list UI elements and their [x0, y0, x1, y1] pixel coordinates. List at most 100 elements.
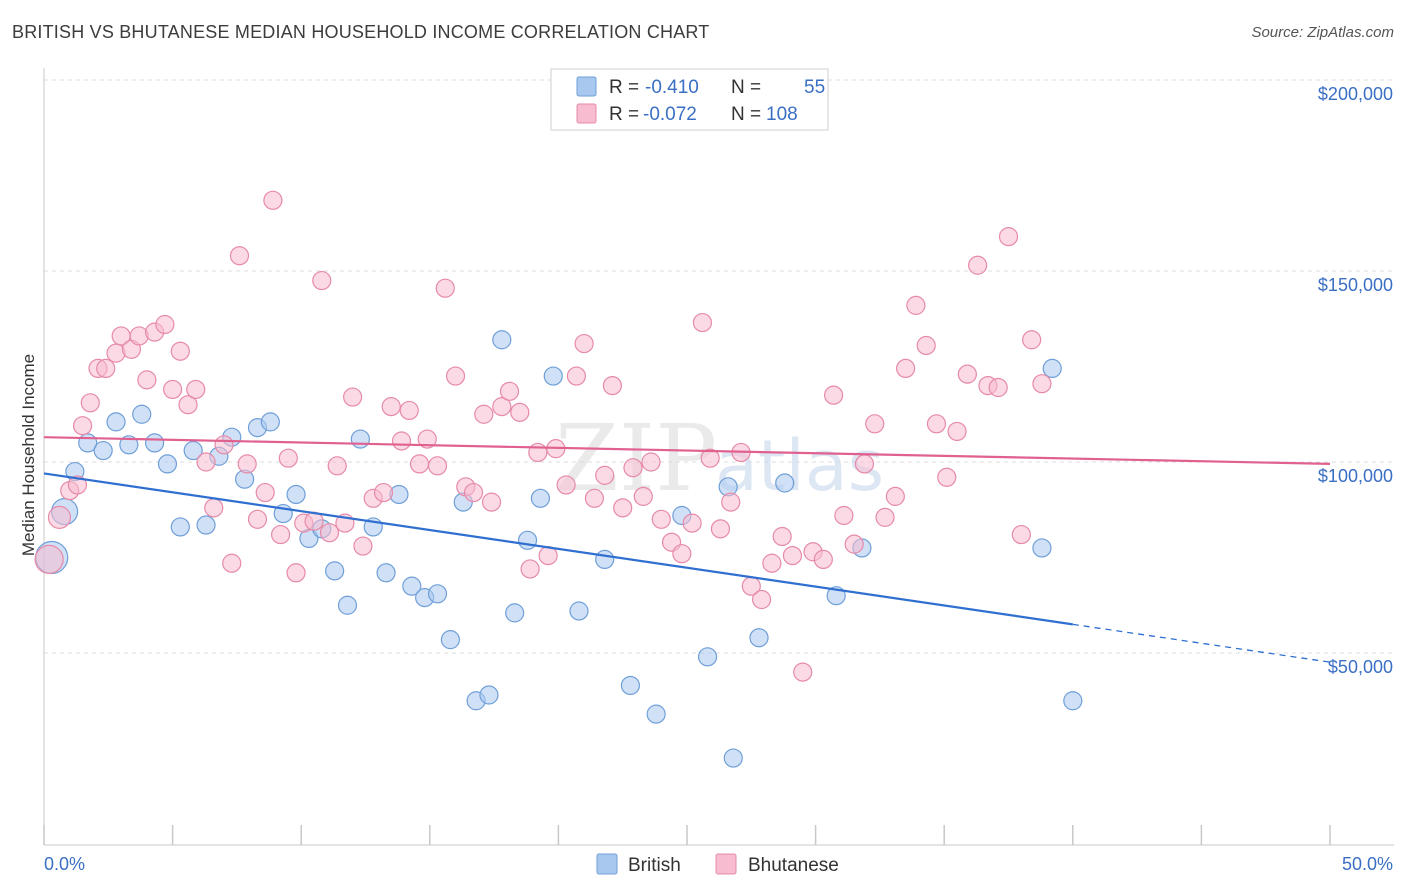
bhutanese-point: [255, 482, 275, 503]
bhutanese-point: [481, 492, 502, 512]
bhutanese-point: [271, 524, 291, 545]
bhutanese-point: [528, 442, 548, 463]
correlation-legend: R = -0.410 N = 55 R = -0.072 N = 108: [550, 68, 829, 131]
bhutanese-point: [463, 482, 484, 503]
legend-r-value-bhutanese: -0.072: [643, 104, 697, 125]
british-point: [440, 630, 460, 650]
bhutanese-point: [854, 454, 875, 474]
british-point: [132, 404, 152, 424]
british-point: [543, 366, 563, 386]
y-tick-label-1: $100,000: [1318, 466, 1393, 486]
british-point: [620, 675, 641, 696]
legend-n-label-bhutanese: N =: [731, 104, 761, 125]
legend-n-label-british: N =: [731, 77, 761, 98]
bhutanese-point: [916, 335, 936, 356]
british-point: [144, 433, 165, 453]
british-point: [170, 517, 190, 537]
british-point: [402, 576, 422, 596]
bhutanese-point: [885, 486, 905, 506]
legend-label-british: British: [628, 855, 681, 876]
british-point: [337, 595, 358, 615]
legend-n-value-bhutanese: 108: [766, 104, 798, 125]
british-point: [196, 515, 216, 535]
bhutanese-point: [214, 435, 234, 455]
bhutanese-point: [926, 414, 947, 434]
british-point: [325, 561, 345, 581]
legend-swatch-bhutanese-bottom: [715, 853, 737, 875]
british-point: [749, 628, 769, 648]
bhutanese-point: [409, 454, 430, 474]
bhutanese-point: [700, 448, 720, 468]
bhutanese-point: [721, 492, 741, 512]
bhutanese-point: [47, 505, 72, 529]
bhutanese-point: [865, 414, 885, 434]
y-tick-label-0: $50,000: [1328, 657, 1393, 677]
bhutanese-point: [286, 563, 306, 583]
bhutanese-point: [427, 456, 448, 476]
y-axis-label: Median Household Income: [19, 354, 38, 556]
bhutanese-point: [353, 536, 373, 556]
bhutanese-point: [844, 534, 864, 554]
british-point: [595, 549, 615, 570]
british-point: [505, 603, 525, 623]
bhutanese-point: [263, 190, 283, 210]
y-tick-label-3: $200,000: [1318, 84, 1393, 104]
bhutanese-point: [633, 486, 653, 506]
axes: [43, 68, 1394, 846]
british-point: [183, 440, 203, 461]
bhutanese-point: [772, 526, 792, 547]
bhutanese-point: [391, 431, 412, 451]
british-point: [723, 748, 743, 768]
trend-lines: [43, 436, 1331, 663]
legend-r-label-british: R =: [609, 77, 639, 98]
british-point: [260, 412, 280, 432]
bhutanese-trend-line: [43, 436, 1331, 466]
bhutanese-point: [957, 364, 977, 384]
bhutanese-point: [72, 416, 93, 436]
legend-n-value-british: 55: [804, 77, 825, 98]
british-point: [775, 473, 795, 493]
british-point: [569, 601, 589, 621]
british-point: [479, 685, 499, 705]
y-tick-label-2: $150,000: [1318, 275, 1393, 295]
bhutanese-point: [566, 366, 587, 386]
bhutanese-point: [896, 358, 916, 379]
bhutanese-point: [651, 509, 671, 529]
british-point: [517, 530, 538, 550]
bhutanese-point: [381, 397, 401, 417]
bhutanese-point: [602, 376, 623, 396]
bhutanese-point: [247, 509, 268, 529]
british-point: [1032, 538, 1052, 558]
bhutanese-point: [556, 475, 576, 495]
grid-lines: [44, 79, 1394, 654]
bhutanese-point: [968, 255, 988, 275]
british-point: [350, 429, 370, 449]
bhutanese-point: [875, 507, 895, 527]
bhutanese-point: [834, 505, 854, 526]
bhutanese-point: [595, 465, 615, 485]
bhutanese-point: [178, 395, 198, 415]
chart-title: BRITISH VS BHUTANESE MEDIAN HOUSEHOLD IN…: [12, 22, 710, 42]
british-point: [93, 440, 113, 461]
bhutanese-point: [67, 475, 88, 495]
british-point: [530, 488, 550, 508]
british-point: [1042, 358, 1062, 379]
bhutanese-point: [613, 498, 633, 518]
bhutanese-point: [574, 333, 594, 354]
bhutanese-point: [824, 385, 844, 405]
legend-swatch-british-bottom: [596, 853, 618, 875]
british-point: [1063, 691, 1083, 711]
bhutanese-point: [492, 397, 512, 417]
bhutanese-point: [1011, 524, 1031, 545]
bhutanese-point: [417, 429, 437, 449]
bhutanese-point: [641, 452, 661, 472]
bhutanese-point: [682, 513, 702, 533]
bhutanese-point: [584, 488, 605, 508]
x-tick-min: 0.0%: [44, 854, 85, 874]
bhutanese-point: [813, 549, 833, 570]
bhutanese-point: [1022, 330, 1042, 350]
bhutanese-point: [510, 402, 530, 422]
british-point: [492, 330, 512, 350]
british-point: [286, 484, 306, 505]
